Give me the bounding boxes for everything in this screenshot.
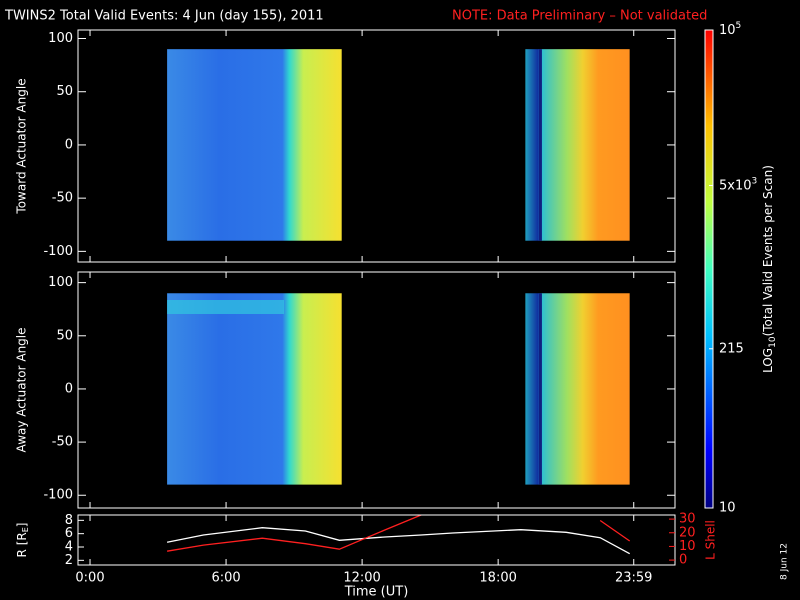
spectrogram-block <box>167 293 342 485</box>
orbit-line <box>166 515 631 552</box>
chart-title: TWINS2 Total Valid Events: 4 Jun (day 15… <box>4 9 324 24</box>
y-axis-label: Away Actuator Angle <box>15 327 29 452</box>
y-tick-label: -100 <box>43 488 73 503</box>
y-tick-label: 0 <box>65 137 73 152</box>
label-main: LOG <box>761 348 775 373</box>
date-stamp: 8 Jun 12 <box>780 543 790 580</box>
y2-tick-label: 10 <box>679 539 696 554</box>
colorbar <box>704 29 714 509</box>
x-axis-label: Time (UT) <box>344 585 409 600</box>
x-tick-label: 23:59 <box>615 571 652 586</box>
tick-exp: 5 <box>736 21 742 31</box>
x-tick-label: 6:00 <box>211 571 240 586</box>
tick-base: 5x10 <box>719 178 752 193</box>
y2-tick-label: 0 <box>679 553 687 568</box>
y-tick-label: 50 <box>56 328 73 343</box>
y-tick-label: -50 <box>52 435 73 450</box>
colorbar-tick-label: 10 <box>719 501 736 516</box>
label-sub: 10 <box>768 336 778 348</box>
y-tick-label: 2 <box>65 553 73 568</box>
y2-tick-label: 30 <box>679 512 696 527</box>
y-tick-label: -50 <box>52 191 73 206</box>
y-tick-label: 100 <box>48 275 73 290</box>
note: NOTE: Data Preliminary – Not validated <box>452 9 707 24</box>
x-tick-label: 18:00 <box>479 571 516 586</box>
y2-axis-label: L Shell <box>704 520 718 560</box>
colorbar-label: LOG10(Total Valid Events per Scan) <box>761 165 778 373</box>
orbit-line <box>166 527 631 555</box>
colorbar-tick-label: 5x103 <box>719 176 757 193</box>
y-tick-label: 0 <box>65 381 73 396</box>
tick-base: 10 <box>719 23 736 38</box>
x-tick-label: 0:00 <box>75 571 104 586</box>
y-axis-label: R [RE] <box>15 523 30 558</box>
y2-tick-label: 20 <box>679 525 696 540</box>
label-end: ] <box>15 523 29 528</box>
colorbar-tick-label: 215 <box>719 341 744 356</box>
colorbar-tick-label: 105 <box>719 21 741 38</box>
label-sub: E <box>21 527 30 532</box>
label-rest: (Total Valid Events per Scan) <box>761 165 775 336</box>
x-tick-label: 12:00 <box>343 571 380 586</box>
dark-stripe <box>538 49 542 241</box>
y-axis-label: Toward Actuator Angle <box>15 78 29 214</box>
spectrogram-block <box>525 49 630 241</box>
frame <box>77 514 676 566</box>
label-main: R [R <box>15 532 29 557</box>
y-tick-label: 50 <box>56 84 73 99</box>
y-tick-label: 8 <box>65 513 73 528</box>
spectrogram-block <box>167 49 342 241</box>
frame <box>77 29 676 263</box>
y-tick-label: 6 <box>65 526 73 541</box>
cyan-band <box>167 300 285 314</box>
y-tick-label: -100 <box>43 244 73 259</box>
y-tick-label: 4 <box>65 540 73 555</box>
frame <box>77 271 676 509</box>
y-tick-label: 100 <box>48 31 73 46</box>
tick-exp: 3 <box>752 176 758 186</box>
dark-stripe <box>538 293 542 485</box>
spectrogram-block <box>525 293 630 485</box>
